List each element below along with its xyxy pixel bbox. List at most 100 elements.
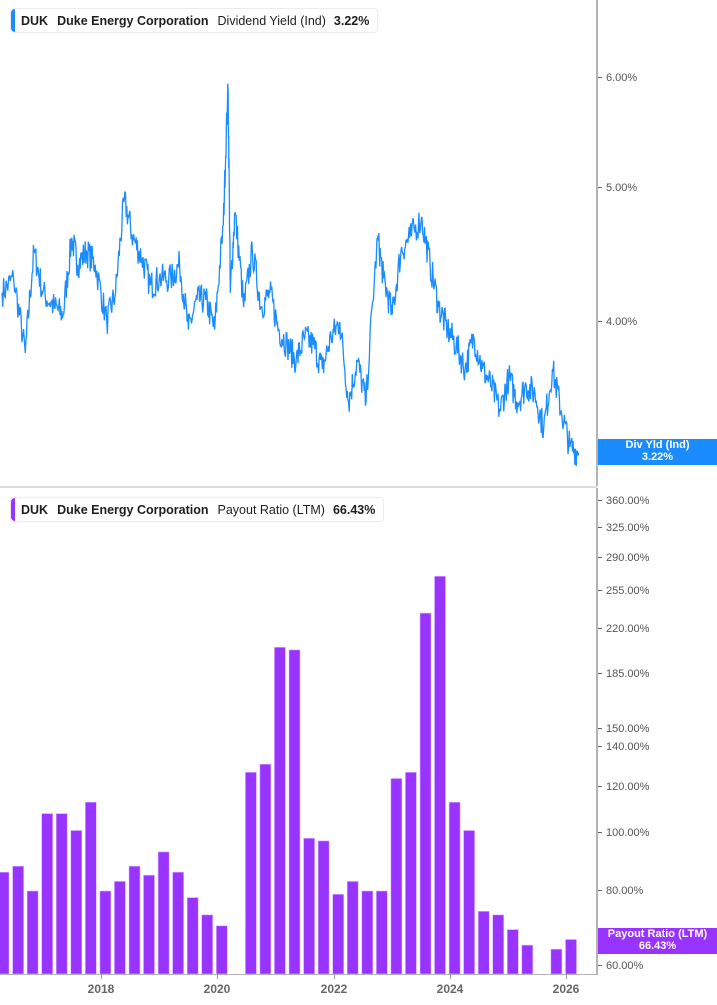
payout-ratio-bar[interactable] [201, 914, 213, 975]
payout-tick-label: 290.00% [598, 552, 649, 564]
tick-mark [598, 499, 602, 501]
x-tick-label: 2018 [87, 982, 115, 996]
payout-ratio-bar[interactable] [172, 871, 184, 975]
payout-ratio-bar[interactable] [550, 948, 563, 975]
payout-ratio-bar[interactable] [448, 801, 461, 975]
tick-text: 6.00% [606, 72, 638, 84]
dividend-yield-line [1, 83, 580, 467]
tick-text: 255.00% [606, 585, 650, 597]
tick-text: 140.00% [606, 741, 650, 753]
payout-ratio-bar[interactable] [259, 763, 272, 975]
payout-ratio-bar[interactable] [186, 897, 199, 975]
payout-ratio-bar[interactable] [114, 881, 126, 975]
tick-mark [598, 785, 602, 787]
payout-tick-label: 360.00% [598, 495, 649, 507]
payout-ratio-bar[interactable] [216, 925, 228, 975]
yield-tick-label: 5.00% [598, 182, 637, 194]
payout-tick-label: 140.00% [598, 741, 649, 753]
payout-ratio-bar[interactable] [521, 944, 534, 975]
x-tick-label: 2026 [552, 982, 580, 996]
tick-mark [598, 627, 602, 629]
tick-mark [598, 556, 602, 558]
legend-value: 66.43% [332, 502, 376, 517]
payout-ratio-bar[interactable] [317, 840, 330, 975]
tick-mark [598, 76, 602, 78]
tick-mark [598, 964, 602, 966]
x-axis-line [0, 974, 598, 975]
yield-tick-label: 6.00% [598, 72, 637, 84]
flag-label: Div Yld (Ind) [625, 439, 690, 451]
legend-company: Duke Energy Corporation [57, 502, 209, 517]
payout-ratio-bar[interactable] [361, 890, 374, 975]
tick-text: 150.00% [606, 723, 650, 735]
payout-ratio-bar[interactable] [70, 830, 83, 975]
flag-value: 3.22% [641, 450, 674, 463]
payout-ratio-bar[interactable] [288, 649, 301, 975]
series-color-swatch [11, 498, 15, 521]
payout-ratio-bar[interactable] [506, 929, 519, 975]
payout-ratio-bar[interactable] [434, 575, 446, 975]
tick-text: 360.00% [606, 495, 650, 507]
legend-value: 3.22% [333, 13, 370, 28]
payout-ratio-bar[interactable] [477, 910, 490, 975]
payout-ratio-bar[interactable] [390, 778, 403, 975]
payout-ratio-bar[interactable] [332, 893, 345, 975]
payout-ratio-bar[interactable] [55, 813, 68, 975]
tick-text: 185.00% [606, 668, 650, 680]
tick-text: 290.00% [606, 552, 650, 564]
dividend-yield-line-chart [1, 83, 580, 467]
x-tick-label: 2020 [203, 982, 231, 996]
tick-mark [598, 526, 602, 528]
payout-tick-label: 325.00% [598, 522, 649, 534]
dividend-yield-legend[interactable]: DUK Duke Energy Corporation Dividend Yie… [10, 8, 379, 33]
x-tick-mark [450, 974, 451, 979]
payout-tick-label: 220.00% [598, 623, 649, 635]
tick-mark [598, 589, 602, 591]
payout-ratio-bar[interactable] [419, 612, 432, 975]
payout-ratio-bar[interactable] [565, 939, 577, 975]
x-tick-label: 2024 [436, 982, 464, 996]
payout-ratio-bar[interactable] [0, 871, 10, 975]
payout-ratio-bar[interactable] [12, 865, 24, 975]
tick-text: 60.00% [606, 960, 644, 972]
payout-tick-label: 185.00% [598, 668, 649, 680]
payout-ratio-bar[interactable] [143, 874, 155, 975]
payout-ratio-bar[interactable] [128, 865, 141, 975]
tick-text: 5.00% [606, 182, 638, 194]
x-tick-mark [566, 974, 567, 979]
payout-ratio-bar[interactable] [157, 851, 170, 975]
payout-ratio-bar[interactable] [375, 890, 388, 975]
legend-metric: Dividend Yield (Ind) [217, 13, 326, 28]
legend-company: Duke Energy Corporation [57, 13, 209, 28]
payout-ratio-bar[interactable] [85, 801, 97, 975]
x-tick-label: 2022 [320, 982, 348, 996]
payout-ratio-bar[interactable] [99, 890, 112, 975]
tick-text: 4.00% [606, 316, 638, 328]
x-tick-mark [217, 974, 218, 979]
tick-text: 80.00% [606, 885, 644, 897]
tick-mark [598, 889, 602, 891]
payout-ratio-bar[interactable] [405, 771, 417, 975]
tick-mark [598, 672, 602, 674]
legend-ticker: DUK [21, 502, 49, 517]
top-y-axis-line [596, 0, 598, 486]
payout-ratio-bar-chart [0, 575, 577, 975]
payout-ratio-bar[interactable] [245, 771, 257, 975]
payout-ratio-bar[interactable] [41, 813, 54, 975]
legend-ticker: DUK [21, 13, 49, 28]
payout-ratio-bar[interactable] [346, 881, 359, 975]
payout-ratio-bar[interactable] [492, 914, 505, 975]
payout-ratio-price-flag: Payout Ratio (LTM) 66.43% [598, 928, 717, 954]
payout-ratio-bar[interactable] [26, 890, 39, 975]
payout-ratio-bar[interactable] [463, 830, 475, 975]
panel-divider[interactable] [0, 486, 597, 488]
yield-tick-label: 4.00% [598, 316, 637, 328]
tick-mark [598, 186, 602, 188]
payout-ratio-legend[interactable]: DUK Duke Energy Corporation Payout Ratio… [10, 497, 385, 522]
tick-mark [598, 727, 602, 729]
payout-ratio-bar[interactable] [303, 837, 315, 975]
tick-mark [598, 745, 602, 747]
payout-tick-label: 60.00% [598, 960, 643, 972]
dividend-yield-panel: DUK Duke Energy Corporation Dividend Yie… [0, 0, 717, 487]
payout-ratio-bar[interactable] [274, 646, 286, 975]
